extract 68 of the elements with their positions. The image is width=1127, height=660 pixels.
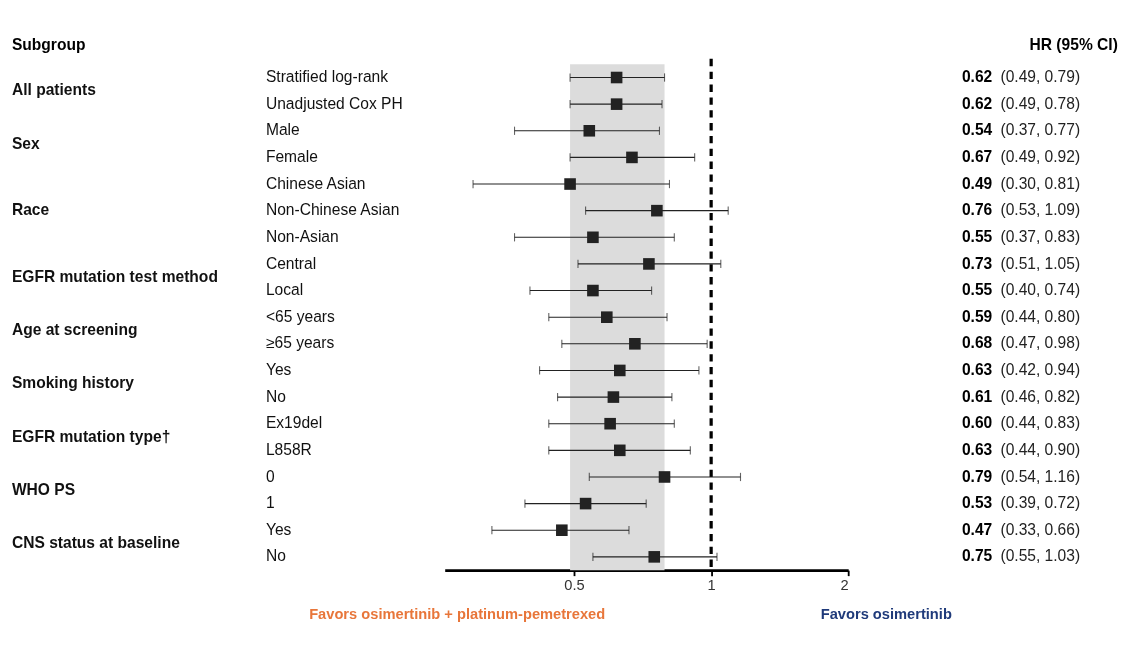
point bbox=[643, 258, 655, 270]
text: 0.47 (0.33, 0.66) bbox=[961, 520, 1081, 538]
y-tick-label: Non-Chinese Asian bbox=[265, 201, 400, 219]
text: 0.53 (0.39, 0.72) bbox=[961, 494, 1081, 512]
y-tick-label: Yes bbox=[265, 520, 292, 538]
point bbox=[587, 284, 599, 297]
text: Favors osimertinib + platinum-pemetrexed bbox=[309, 605, 606, 622]
text: 0.62 (0.49, 0.79) bbox=[961, 68, 1081, 86]
y-tick-label: 1 bbox=[265, 494, 275, 512]
point bbox=[587, 231, 599, 244]
text: Subgroup bbox=[11, 36, 86, 54]
text: EGFR mutation type† bbox=[11, 427, 171, 445]
y-tick-label: Local bbox=[265, 281, 304, 299]
text: 0.76 (0.53, 1.09) bbox=[961, 201, 1081, 219]
y-tick-label: 0 bbox=[265, 467, 275, 485]
text: 0.63 (0.42, 0.94) bbox=[961, 361, 1081, 379]
point bbox=[583, 124, 596, 137]
text: Race bbox=[11, 201, 50, 219]
text: EGFR mutation test method bbox=[11, 267, 218, 285]
point bbox=[610, 98, 623, 110]
x-tick-label: 1 bbox=[707, 576, 716, 593]
point bbox=[613, 444, 626, 457]
text: 0.73 (0.51, 1.05) bbox=[961, 254, 1081, 272]
y-tick-label: Chinese Asian bbox=[265, 174, 366, 192]
text: 0.62 (0.49, 0.78) bbox=[961, 94, 1081, 112]
y-tick-label: Unadjusted Cox PH bbox=[265, 94, 403, 112]
point bbox=[579, 497, 592, 510]
text: Favors osimertinib bbox=[820, 605, 952, 622]
y-tick-label: ≥65 years bbox=[265, 334, 335, 352]
y-tick-label: Non-Asian bbox=[265, 227, 339, 245]
point bbox=[604, 417, 616, 430]
y-tick-label: L858R bbox=[265, 440, 312, 458]
text: Smoking history bbox=[11, 374, 135, 392]
point bbox=[613, 364, 626, 377]
text: HR (95% CI) bbox=[1029, 36, 1118, 54]
x-tick-label: 0.5 bbox=[564, 576, 585, 593]
x-tick-label: 2 bbox=[840, 576, 849, 593]
text: 0.60 (0.44, 0.83) bbox=[961, 414, 1081, 432]
y-tick-label: Yes bbox=[265, 361, 292, 379]
text: Sex bbox=[11, 134, 40, 152]
text: 0.54 (0.37, 0.77) bbox=[961, 121, 1081, 139]
text: WHO PS bbox=[11, 480, 76, 498]
point bbox=[607, 391, 620, 403]
text: 0.55 (0.40, 0.74) bbox=[961, 281, 1081, 299]
y-tick-label: Stratified log-rank bbox=[265, 68, 389, 86]
y-tick-label: <65 years bbox=[265, 307, 335, 325]
point bbox=[629, 338, 641, 350]
text: 0.68 (0.47, 0.98) bbox=[961, 334, 1081, 352]
text: 0.63 (0.44, 0.90) bbox=[961, 440, 1081, 458]
y-tick-label: Ex19del bbox=[265, 414, 323, 432]
text: Age at screening bbox=[11, 321, 138, 339]
y-tick-label: Male bbox=[265, 121, 300, 139]
text: 0.75 (0.55, 1.03) bbox=[961, 547, 1081, 565]
point bbox=[601, 311, 613, 323]
point bbox=[626, 151, 638, 164]
text: 0.67 (0.49, 0.92) bbox=[961, 147, 1081, 165]
text: 0.55 (0.37, 0.83) bbox=[961, 227, 1081, 245]
text: 0.59 (0.44, 0.80) bbox=[961, 307, 1081, 325]
text: 0.79 (0.54, 1.16) bbox=[961, 467, 1081, 485]
point bbox=[610, 71, 623, 84]
text: All patients bbox=[11, 81, 97, 99]
text: 0.49 (0.30, 0.81) bbox=[961, 174, 1081, 192]
y-tick-label: No bbox=[265, 387, 287, 405]
text: CNS status at baseline bbox=[11, 534, 181, 552]
y-tick-label: No bbox=[265, 547, 287, 565]
y-tick-label: Central bbox=[265, 254, 317, 272]
text: 0.61 (0.46, 0.82) bbox=[961, 387, 1081, 405]
y-tick-label: Female bbox=[265, 147, 318, 165]
